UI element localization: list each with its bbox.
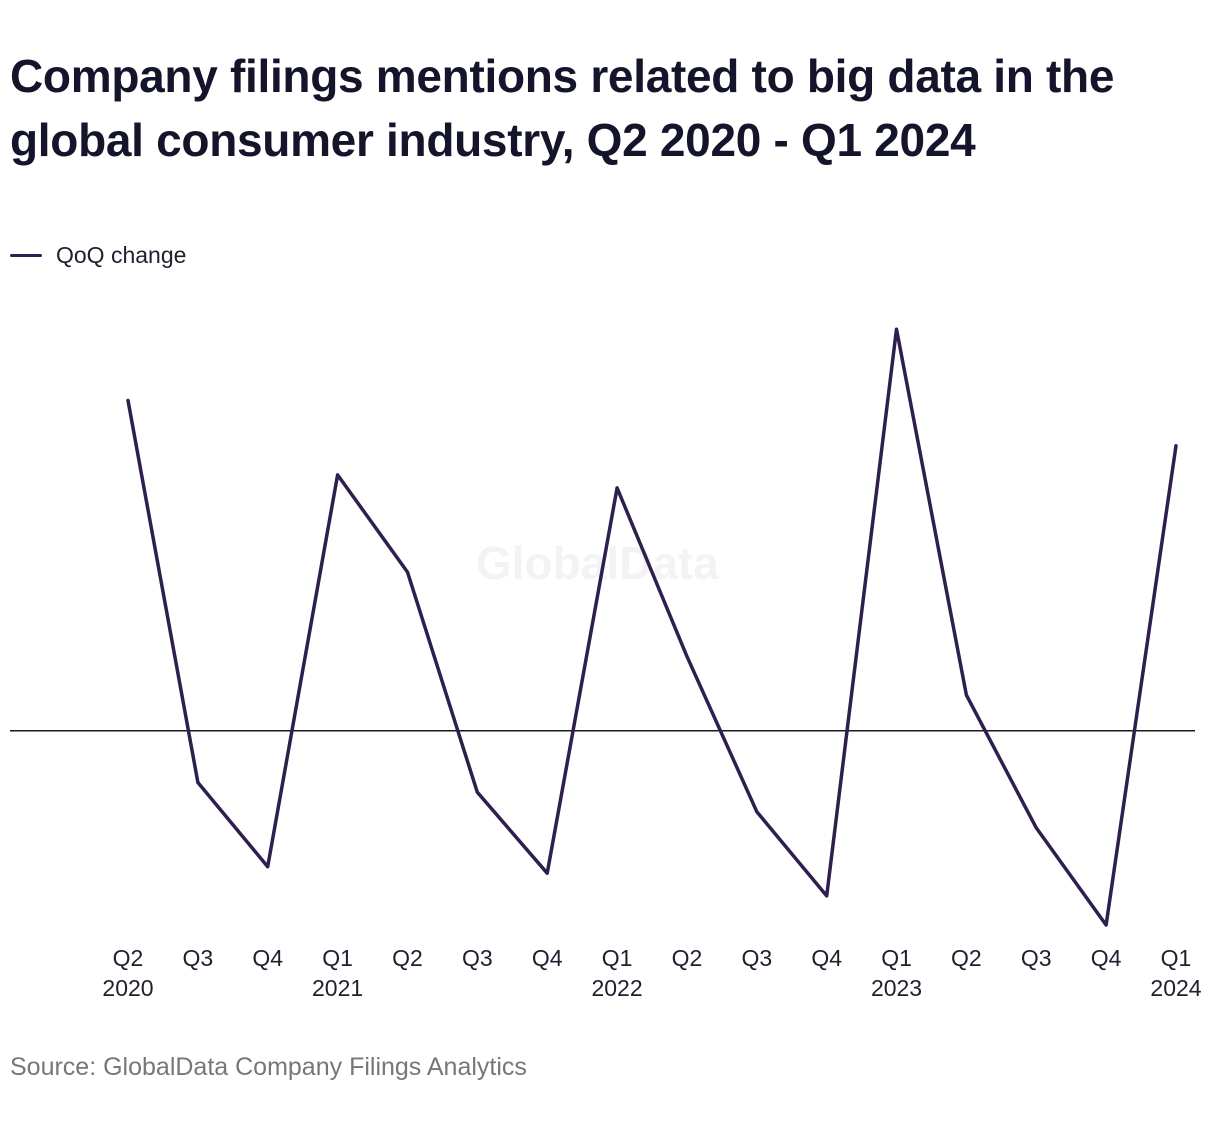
legend: QoQ change: [10, 242, 186, 269]
x-tick-label: Q3: [1021, 945, 1052, 971]
legend-swatch-qoq-change: [10, 254, 42, 257]
x-tick-label: Q3: [462, 945, 493, 971]
x-tick-label: Q1: [881, 945, 912, 971]
x-tick-label: Q4: [532, 945, 563, 971]
x-tick-label: Q4: [1091, 945, 1122, 971]
x-tick-label: Q1: [322, 945, 353, 971]
x-tick-label: Q2: [392, 945, 423, 971]
x-tick-label: Q2: [672, 945, 703, 971]
x-tick-label: Q1: [602, 945, 633, 971]
x-tick-year-label: 2020: [102, 975, 153, 1001]
x-tick-label: Q3: [741, 945, 772, 971]
x-tick-label: Q4: [811, 945, 842, 971]
watermark-logo: GlobalData: [476, 537, 719, 589]
x-tick-year-label: 2021: [312, 975, 363, 1001]
chart-title: Company filings mentions related to big …: [10, 50, 1115, 166]
series-line-qoq-change: [126, 327, 1178, 927]
x-tick-year-label: 2023: [871, 975, 922, 1001]
legend-label-qoq-change: QoQ change: [56, 242, 187, 268]
x-tick-label: Q2: [951, 945, 982, 971]
x-tick-year-label: 2024: [1150, 975, 1201, 1001]
x-axis-ticks: Q2 2020 Q3 Q4 Q1 2021 Q2 Q3 Q4 Q1 2022 Q2 Q3 Q4 Q1 2023…: [102, 945, 1201, 1001]
x-tick-label: Q4: [252, 945, 283, 971]
x-tick-year-label: 2022: [591, 975, 642, 1001]
source-note: Source: GlobalData Company Filings Analy…: [10, 1053, 527, 1081]
x-tick-label: Q1: [1161, 945, 1192, 971]
x-tick-label: Q3: [183, 945, 214, 971]
x-tick-label: Q2: [113, 945, 144, 971]
